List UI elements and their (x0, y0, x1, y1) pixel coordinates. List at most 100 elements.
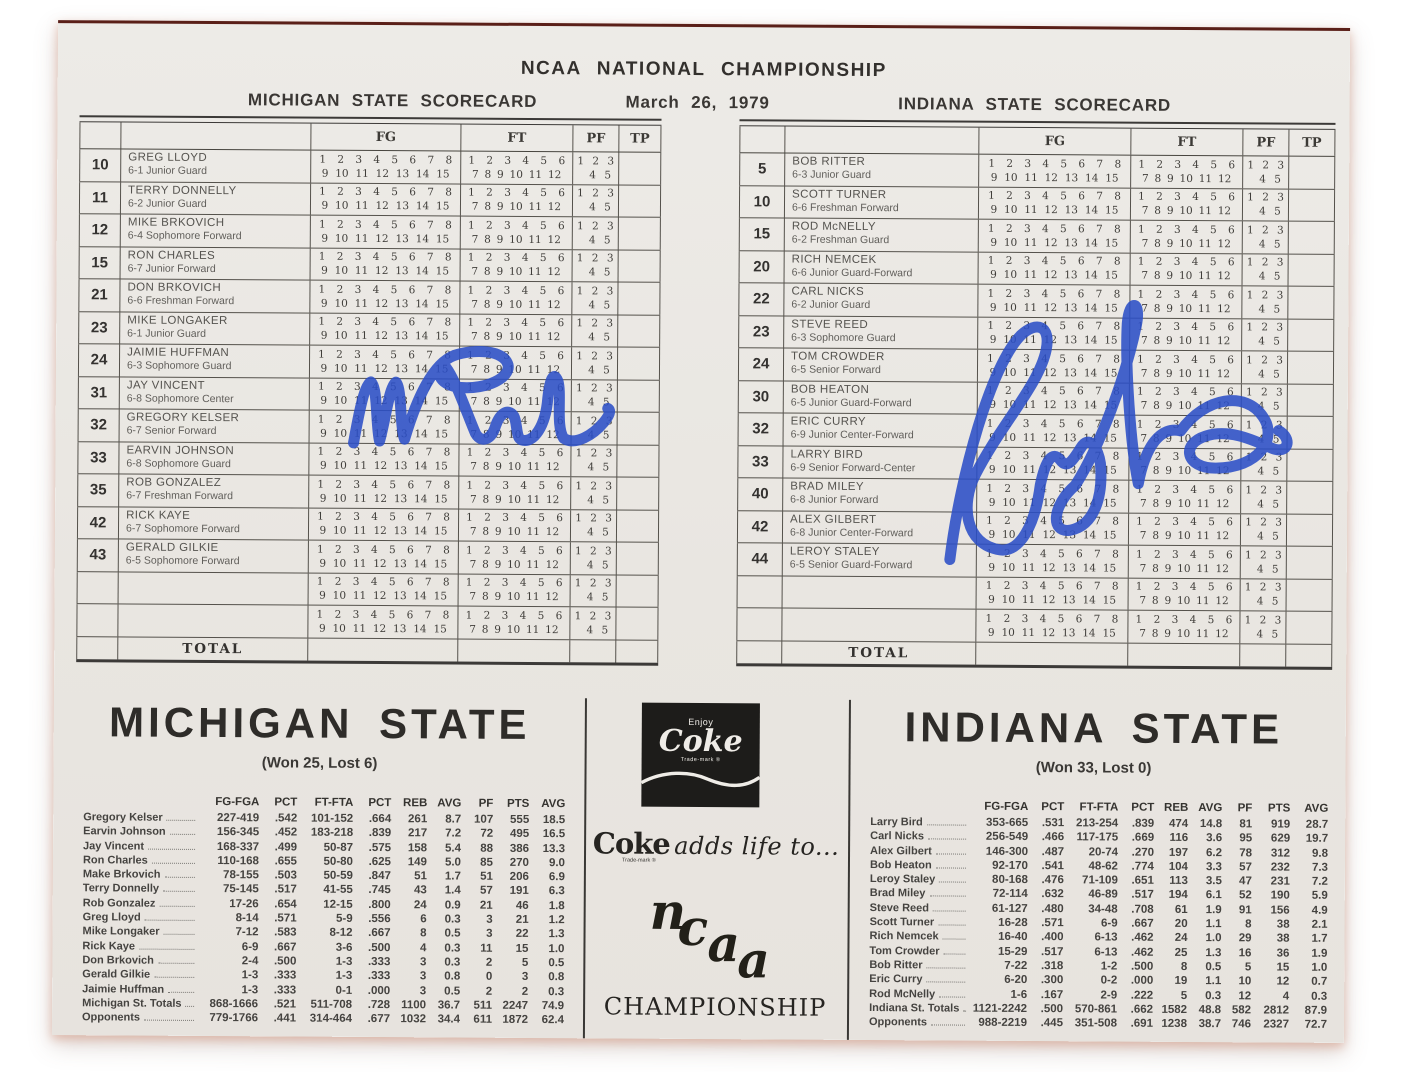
dotted-leader (151, 862, 195, 864)
player-position: 6-5 Sophomore Forward (125, 554, 240, 568)
stats-player-name: Rod McNelly (869, 988, 969, 1001)
tp-cell (1286, 644, 1333, 667)
stats-value: 0.3 (548, 985, 565, 998)
stats-value: 570-861 (1074, 1003, 1118, 1016)
dotted-leader (169, 834, 196, 836)
tp-cell (618, 184, 662, 217)
stats-value: 34-48 (1088, 903, 1118, 916)
stats-value: 113 (1169, 875, 1188, 888)
dotted-leader (926, 824, 967, 826)
stats-value: 314-464 (309, 1012, 353, 1026)
player-number: 5 (739, 153, 786, 186)
stats-col-header: FG-FGA (984, 800, 1029, 814)
stats-value: 8.7 (445, 813, 462, 826)
stats-value: 38 (1276, 918, 1290, 931)
stats-value: .531 (1041, 817, 1065, 830)
stats-col-header: REB (403, 797, 428, 810)
stats-player-name: Don Brkovich (82, 954, 198, 967)
player-name-cell: SCOTT TURNER 6-6 Freshman Forward (784, 186, 980, 219)
stats-value: 3 (419, 970, 427, 983)
tp-cell (617, 444, 660, 477)
stats-value: 6-9 (241, 940, 259, 953)
stats-value: 9.0 (548, 856, 566, 870)
player-name-cell (118, 571, 309, 605)
player-name-cell: JAY VINCENT 6-8 Sophomore Center (119, 376, 310, 410)
player-name-cell: ROB GONZALEZ 6-7 Freshman Forward (119, 474, 310, 508)
stats-value: 62.4 (541, 1014, 565, 1027)
stats-value: 1.1 (1205, 975, 1222, 988)
stats-value: 3.6 (1206, 832, 1223, 845)
player-name-cell (782, 576, 977, 609)
slogan-coke-word: Coke (592, 826, 670, 861)
stats-value: 1-6 (1010, 988, 1028, 1001)
tp-cell (1287, 481, 1334, 514)
stats-player-name: Mike Longaker (83, 926, 199, 939)
stats-value: 1.9 (1205, 903, 1222, 916)
scorecard-row: 11 TERRY DONNELLY 6-2 Junior Guard 1 2 3 4 … (78, 181, 662, 218)
stats-player-name: Steve Reed (870, 902, 970, 915)
stats-col-header: AVG (1304, 802, 1329, 815)
indiana-record: (Won 33, Lost 0) (1035, 759, 1152, 777)
stats-value: .654 (274, 898, 297, 911)
dotted-leader (159, 905, 195, 907)
tp-cell (1286, 611, 1333, 644)
player-name-cell: MIKE LONGAKER 6-1 Junior Guard (120, 311, 311, 345)
tp-cell (617, 477, 660, 510)
player-name: ALEX GILBERT (790, 513, 877, 526)
dotted-leader (139, 948, 195, 950)
stats-value: 3.3 (1205, 860, 1222, 874)
stats-value: 117-175 (1076, 831, 1119, 844)
player-number: 11 (78, 181, 122, 214)
scorecard-row: 15 RON CHARLES 6-7 Junior Forward 1 2 3 4 5… (78, 246, 661, 283)
stats-name-col-header (83, 801, 199, 802)
tp-cell (1286, 579, 1333, 611)
dotted-leader (939, 996, 966, 998)
stats-value: 78-155 (223, 869, 259, 882)
player-number (76, 604, 119, 636)
stats-value: 1872 (502, 1013, 529, 1027)
player-name-cell: MIKE BRKOVICH 6-4 Sophomore Forward (120, 214, 311, 248)
stats-value: 0.3 (444, 956, 461, 969)
player-position: 6-8 Junior Forward (790, 493, 879, 507)
stats-value: .800 (368, 898, 391, 911)
player-position: 6-5 Senior Forward (790, 363, 881, 377)
stats-value: 21 (515, 913, 529, 927)
player-name-cell: RICH NEMCEK 6-6 Junior Guard-Forward (784, 251, 979, 284)
stats-player-name: Opponents (869, 1016, 969, 1029)
stats-value: .839 (1131, 817, 1155, 830)
stats-header-row: FG-FGA PCT FT-FTA PCT REB AVG PF PTS AVG (870, 796, 1328, 819)
stats-value: .270 (1131, 846, 1155, 859)
stats-value: .847 (368, 870, 391, 883)
tp-cell (1288, 254, 1335, 286)
stats-player-name: Earvin Johnson (83, 826, 199, 839)
tp-cell (616, 607, 659, 640)
player-number: 33 (77, 441, 120, 474)
player-name: LARRY BIRD (790, 448, 864, 461)
player-name-cell: DON BRKOVICH 6-6 Freshman Forward (120, 279, 311, 313)
stats-value: 6-13 (1094, 946, 1118, 959)
stats-value: .487 (1041, 845, 1065, 858)
coke-slogan: Coke adds life to... Trade-mark ® (584, 826, 848, 865)
coke-logo-text: Coke (658, 723, 743, 760)
stats-value: .625 (368, 855, 392, 869)
player-name-cell: TERRY DONNELLY 6-2 Junior Guard (120, 181, 312, 215)
player-name: SCOTT TURNER (792, 188, 887, 201)
tp-cell (1287, 416, 1334, 449)
stats-value: 6-20 (1004, 974, 1028, 987)
stats-value: 0.5 (1205, 961, 1222, 974)
stats-value: 34.4 (437, 1013, 461, 1026)
